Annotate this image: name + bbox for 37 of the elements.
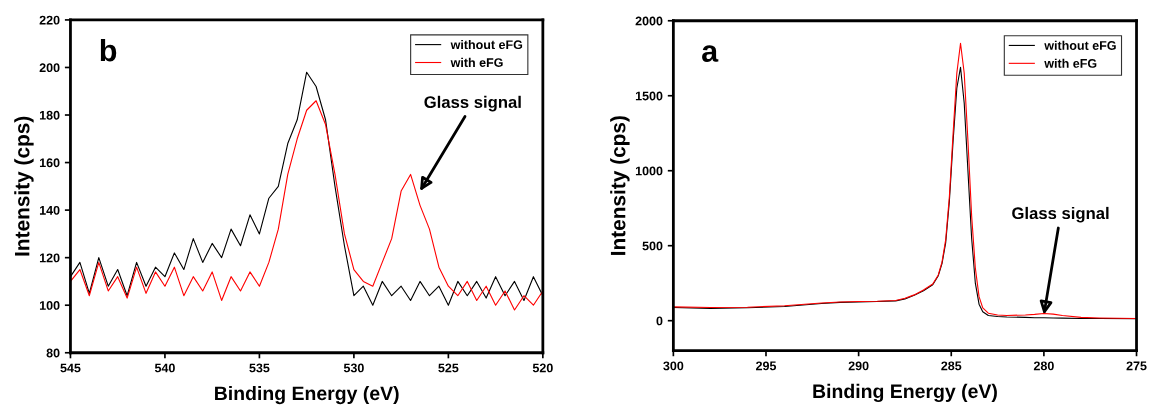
- y-tick-label: 2000: [635, 16, 663, 26]
- legend-label: with eFG: [450, 57, 503, 67]
- legend-label: with eFG: [1044, 58, 1097, 68]
- x-tick-label: 535: [249, 363, 270, 373]
- x-tick-label: 520: [532, 363, 553, 373]
- x-tick-label: 295: [756, 361, 777, 371]
- x-tick-label: 280: [1033, 361, 1054, 371]
- x-tick-label: 530: [343, 363, 364, 373]
- y-tick-label: 120: [39, 253, 60, 263]
- x-tick-label: 275: [1126, 361, 1147, 371]
- x-tick-label: 545: [60, 363, 81, 373]
- y-tick-label: 100: [39, 301, 60, 310]
- x-tick-label: 290: [848, 361, 869, 371]
- y-tick-label: 1500: [635, 91, 663, 101]
- x-axis-title: Binding Energy (eV): [215, 385, 399, 405]
- y-tick-label: 180: [39, 110, 60, 120]
- y-axis-title: Intensity (cps): [14, 116, 34, 256]
- x-tick-label: 525: [438, 363, 459, 373]
- annotation: b: [100, 38, 117, 62]
- annotation: a: [702, 45, 719, 62]
- y-tick-label: 0: [656, 316, 663, 326]
- x-tick-label: 300: [663, 361, 684, 371]
- x-axis-title: Binding Energy (eV): [813, 383, 997, 403]
- annotation: Glass signal: [424, 95, 521, 112]
- annotation: Glass signal: [1012, 206, 1109, 223]
- y-axis-title: Intensity (cps): [610, 116, 630, 255]
- y-tick-label: 80: [46, 348, 60, 358]
- legend-label: without eFG: [1044, 40, 1116, 50]
- y-tick-label: 220: [39, 15, 60, 25]
- x-tick-label: 540: [154, 363, 175, 373]
- y-tick-label: 1000: [635, 166, 663, 176]
- y-tick-label: 140: [39, 205, 60, 215]
- y-tick-label: 500: [642, 241, 663, 251]
- x-tick-label: 285: [941, 361, 962, 371]
- legend-label: without eFG: [450, 39, 523, 50]
- y-tick-label: 200: [39, 63, 60, 73]
- y-tick-label: 160: [39, 158, 60, 168]
